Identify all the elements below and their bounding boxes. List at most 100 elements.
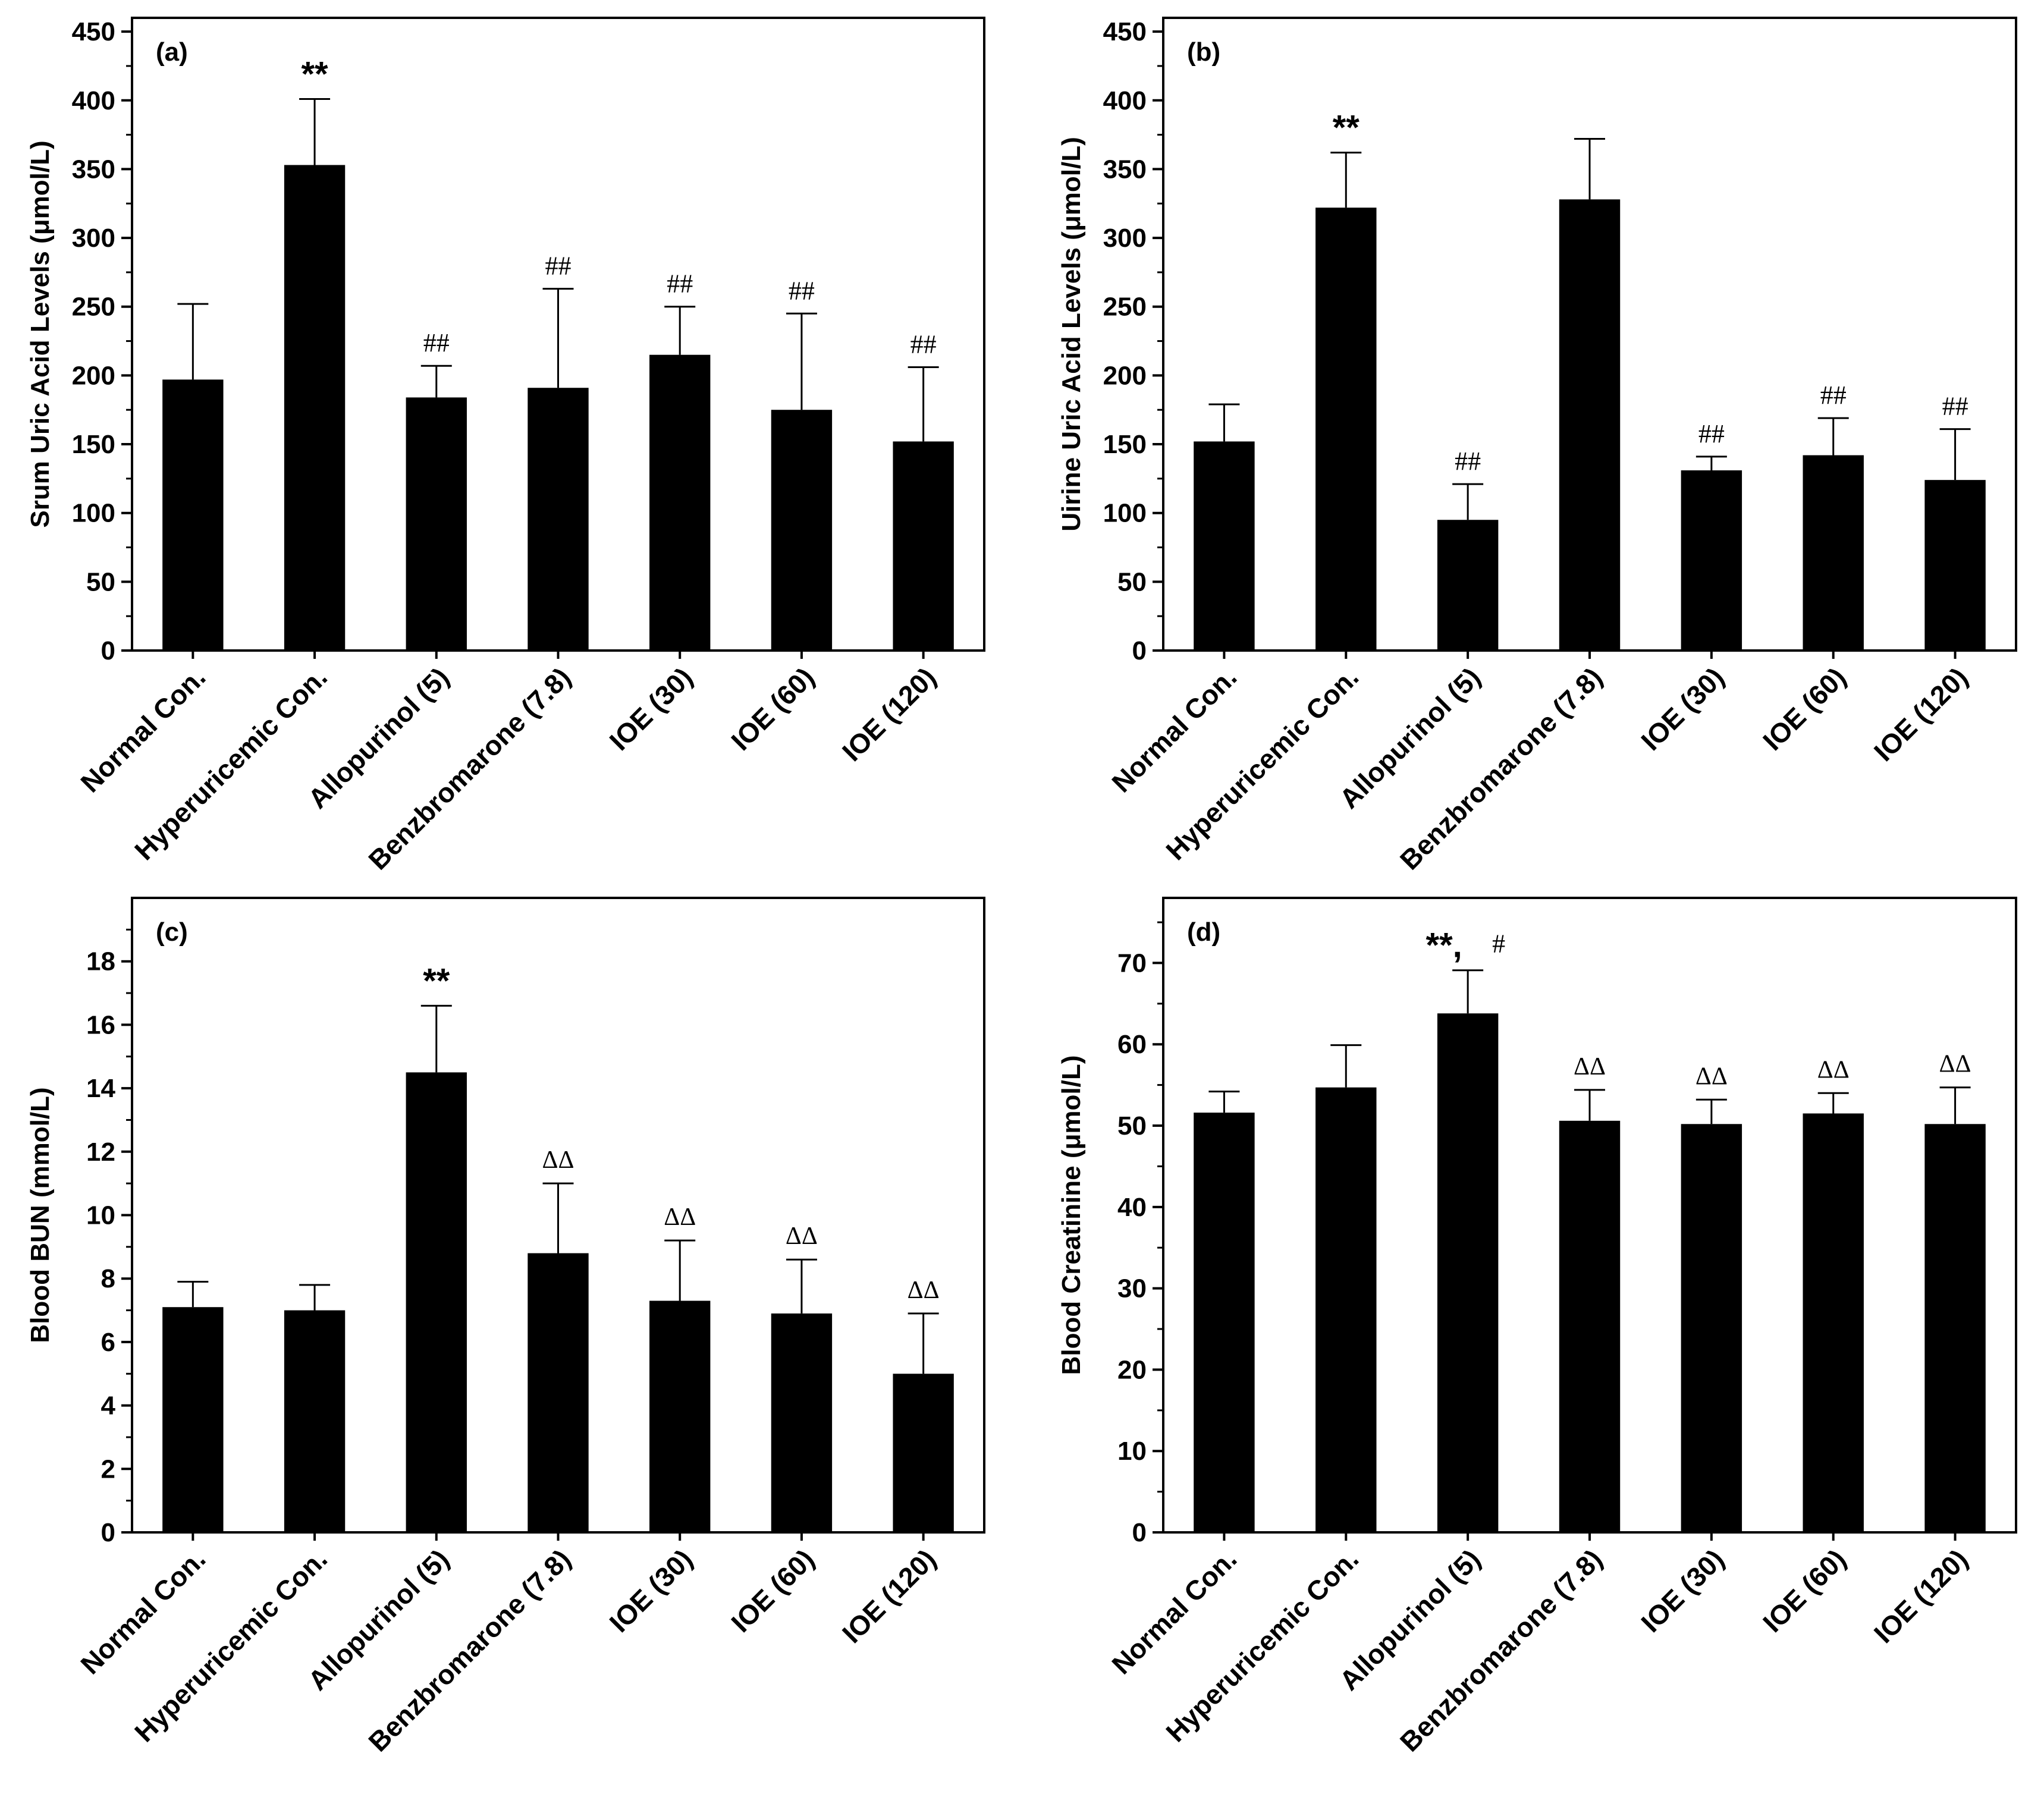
x-category-label: IOE (60) — [1757, 661, 1852, 756]
bar-5 — [649, 1300, 711, 1532]
x-category-label: Benzbromarone (7.8) — [362, 661, 576, 875]
x-category-label: IOE (30) — [604, 661, 699, 756]
y-tick-label: 30 — [1117, 1274, 1147, 1303]
bar-4 — [528, 1253, 589, 1532]
bar-4 — [1559, 199, 1621, 651]
bar-6 — [1803, 455, 1864, 651]
x-category-label: Benzbromarone (7.8) — [362, 1543, 576, 1757]
bar-7 — [893, 441, 954, 651]
x-category-label: IOE (30) — [1635, 661, 1730, 756]
y-tick-label: 70 — [1117, 948, 1147, 978]
bar-5 — [1681, 470, 1742, 651]
significance-annotation: ** — [423, 962, 450, 1000]
bar-3 — [406, 397, 467, 651]
y-tick-label: 350 — [1103, 155, 1147, 184]
x-category-label: IOE (120) — [836, 1543, 942, 1649]
chart-panel-d: 0 10 20 30 40 50 60 70 Blood Creatinine (μmol/L)… — [1057, 897, 2017, 1758]
y-tick-label: 250 — [1103, 293, 1147, 322]
y-tick-label: 10 — [1117, 1437, 1147, 1466]
y-tick-label: 14 — [86, 1074, 115, 1103]
chart-panel-c: 0 2 4 6 8 10 12 14 16 18 Blood BUN (mmol/L) (c) Norm… — [26, 897, 985, 1758]
bar-3 — [1437, 1013, 1499, 1532]
chart-panel-a: 0 50 100 150 200 250 300 350 400 450 Srum Uric Aci… — [26, 17, 985, 876]
significance-annotation: ΔΔ — [1696, 1063, 1728, 1090]
x-category-label: IOE (60) — [725, 1543, 820, 1638]
y-axis-title: Uirine Uric Acid Levels (μmol/L) — [1057, 137, 1086, 531]
y-tick-label: 0 — [101, 1518, 115, 1547]
significance-annotation: # — [1492, 929, 1505, 959]
bar-7 — [893, 1374, 954, 1532]
y-tick-label: 200 — [72, 361, 115, 390]
y-tick-label: 60 — [1117, 1030, 1147, 1059]
y-tick-label: 20 — [1117, 1355, 1147, 1384]
significance-annotation: ## — [789, 276, 815, 305]
bar-4 — [528, 388, 589, 651]
bar-2 — [1315, 1087, 1377, 1532]
bar-3 — [1437, 520, 1499, 651]
x-category-label: IOE (60) — [725, 661, 820, 756]
y-tick-label: 250 — [72, 293, 115, 322]
significance-annotation: ## — [910, 330, 937, 359]
panel-label: (d) — [1187, 918, 1220, 947]
y-tick-label: 50 — [86, 567, 115, 596]
significance-annotation: ## — [423, 328, 450, 357]
panel-label: (b) — [1187, 37, 1220, 67]
y-tick-label: 0 — [1132, 1518, 1147, 1547]
significance-annotation: ΔΔ — [1817, 1056, 1850, 1083]
significance-annotation: ## — [1455, 447, 1481, 476]
y-tick-label: 4 — [101, 1391, 116, 1421]
bar-5 — [1681, 1124, 1742, 1532]
x-category-label: Benzbromarone (7.8) — [1394, 661, 1608, 875]
y-tick-label: 300 — [72, 224, 115, 253]
bar-2 — [284, 1310, 346, 1532]
bar-3 — [406, 1072, 467, 1532]
x-category-label: IOE (120) — [836, 661, 942, 767]
y-tick-label: 40 — [1117, 1193, 1147, 1222]
significance-annotation: ΔΔ — [786, 1223, 818, 1250]
x-category-label: IOE (120) — [1868, 661, 1974, 767]
bar-7 — [1924, 480, 1986, 651]
y-tick-label: 450 — [1103, 17, 1147, 46]
y-axis-title: Blood BUN (mmol/L) — [26, 1087, 55, 1343]
bar-5 — [649, 354, 711, 651]
y-tick-label: 50 — [1117, 567, 1147, 596]
y-axis-title: Blood Creatinine (μmol/L) — [1057, 1055, 1086, 1375]
y-tick-label: 150 — [72, 430, 115, 459]
bar-1 — [162, 1307, 224, 1532]
bar-7 — [1924, 1124, 1986, 1532]
y-tick-label: 450 — [72, 17, 115, 46]
y-tick-label: 10 — [86, 1201, 115, 1230]
y-tick-label: 0 — [101, 636, 115, 665]
bar-4 — [1559, 1120, 1621, 1532]
significance-annotation: ## — [1820, 381, 1847, 410]
y-tick-label: 18 — [86, 947, 115, 976]
x-category-label: IOE (60) — [1757, 1543, 1852, 1638]
significance-annotation: ΔΔ — [908, 1277, 940, 1304]
x-category-label: Benzbromarone (7.8) — [1394, 1543, 1608, 1757]
significance-annotation: ΔΔ — [664, 1204, 696, 1231]
significance-annotation: ΔΔ — [1574, 1053, 1606, 1080]
significance-annotation: ΔΔ — [1939, 1051, 1971, 1078]
chart-panel-b: 0 50 100 150 200 250 300 350 400 450 Uirine Uric A… — [1057, 17, 2017, 876]
x-category-label: IOE (30) — [1635, 1543, 1730, 1638]
y-tick-label: 300 — [1103, 224, 1147, 253]
x-category-label: IOE (30) — [604, 1543, 699, 1638]
y-tick-label: 200 — [1103, 361, 1147, 390]
y-tick-label: 50 — [1117, 1111, 1147, 1141]
panel-label: (a) — [156, 37, 188, 67]
bar-1 — [1194, 441, 1255, 651]
x-category-label: Normal Con. — [1106, 1543, 1242, 1680]
y-tick-label: 100 — [1103, 499, 1147, 528]
bar-1 — [1194, 1113, 1255, 1532]
y-tick-label: 2 — [101, 1454, 115, 1484]
bar-2 — [284, 165, 346, 651]
bar-6 — [771, 410, 833, 651]
bar-6 — [771, 1313, 833, 1532]
significance-annotation: ** — [301, 55, 328, 93]
significance-annotation: ## — [1698, 419, 1725, 448]
y-tick-label: 400 — [1103, 86, 1147, 115]
panel-label: (c) — [156, 918, 188, 947]
x-category-label: Normal Con. — [1106, 661, 1242, 798]
x-category-label: Normal Con. — [74, 1543, 211, 1680]
